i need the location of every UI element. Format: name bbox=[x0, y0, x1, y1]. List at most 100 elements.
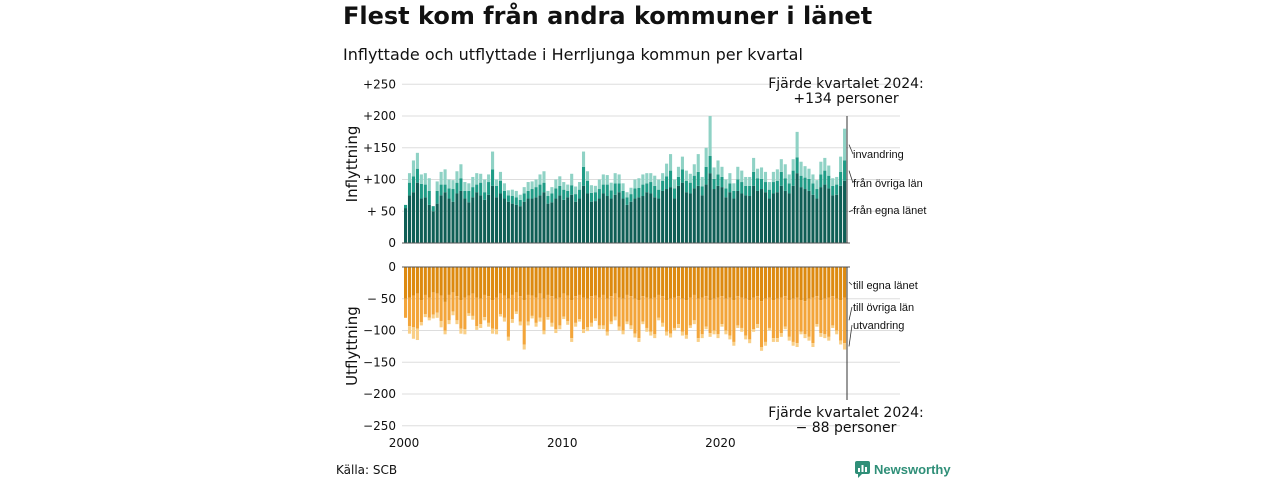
y-tick-label: +150 bbox=[363, 141, 396, 155]
bar-segment bbox=[419, 300, 423, 323]
bar-segment bbox=[787, 267, 791, 301]
bar-segment bbox=[708, 300, 712, 334]
bar-segment bbox=[787, 193, 791, 243]
bar-segment bbox=[803, 301, 807, 335]
bar-segment bbox=[676, 324, 681, 328]
bar-segment bbox=[787, 183, 791, 194]
bar-segment bbox=[455, 267, 459, 297]
bar-segment bbox=[601, 193, 605, 243]
bar-segment bbox=[581, 329, 586, 334]
bar-segment bbox=[475, 297, 479, 327]
bar-segment bbox=[704, 166, 708, 185]
bar-segment bbox=[732, 183, 736, 191]
bar-segment bbox=[621, 267, 625, 299]
bar-segment bbox=[625, 321, 629, 325]
bar-segment bbox=[431, 206, 435, 212]
bar-segment bbox=[684, 192, 688, 243]
bar-segment bbox=[455, 193, 459, 243]
bar-segment bbox=[759, 267, 764, 302]
bar-chart-icon bbox=[855, 461, 870, 478]
bar-segment bbox=[637, 267, 641, 301]
bar-segment bbox=[637, 197, 641, 243]
bar-segment bbox=[574, 267, 578, 297]
bar-segment bbox=[728, 335, 732, 340]
bar-segment bbox=[605, 196, 609, 243]
bar-segment bbox=[617, 326, 621, 331]
bar-segment bbox=[534, 179, 538, 188]
bar-segment bbox=[692, 175, 696, 189]
bar-segment bbox=[407, 173, 412, 183]
bar-segment bbox=[589, 322, 593, 327]
bar-segment bbox=[514, 190, 518, 198]
bar-segment bbox=[574, 201, 578, 243]
bar-segment bbox=[756, 296, 760, 325]
bar-segment bbox=[839, 171, 843, 186]
bar-segment bbox=[518, 199, 522, 207]
bar-segment bbox=[574, 296, 578, 323]
bar-segment bbox=[767, 267, 771, 298]
bar-segment bbox=[633, 267, 637, 299]
bar-segment bbox=[835, 194, 839, 243]
bar-segment bbox=[819, 174, 823, 188]
bar-segment bbox=[621, 190, 625, 199]
bar-segment bbox=[669, 333, 673, 338]
bar-segment bbox=[759, 167, 764, 179]
bar-segment bbox=[779, 159, 783, 172]
bar-segment bbox=[609, 190, 613, 199]
bar-segment bbox=[744, 195, 748, 244]
bar-segment bbox=[538, 317, 542, 322]
bar-segment bbox=[708, 333, 712, 337]
bar-segment bbox=[676, 166, 681, 177]
bar-segment bbox=[526, 267, 530, 295]
bar-segment bbox=[835, 298, 839, 331]
bar-segment bbox=[558, 195, 562, 244]
bar-segment bbox=[748, 339, 752, 344]
bar-segment bbox=[562, 189, 566, 200]
bar-segment bbox=[724, 330, 728, 335]
bar-segment bbox=[435, 293, 439, 313]
bar-segment bbox=[558, 185, 562, 196]
bar-segment bbox=[736, 179, 740, 191]
bar-segment bbox=[748, 267, 752, 301]
bar-segment bbox=[653, 297, 657, 335]
bar-segment bbox=[795, 343, 799, 348]
brand-logo: Newsworthy bbox=[855, 461, 951, 478]
bar-segment bbox=[827, 297, 831, 337]
bar-segment bbox=[799, 331, 803, 335]
bar-segment bbox=[669, 267, 673, 299]
bar-segment bbox=[427, 297, 431, 318]
bar-segment bbox=[645, 297, 649, 328]
bar-segment bbox=[771, 300, 775, 339]
bar-segment bbox=[827, 336, 831, 341]
bar-segment bbox=[669, 298, 673, 334]
bar-segment bbox=[795, 157, 799, 174]
bar-segment bbox=[835, 176, 839, 185]
bar-segment bbox=[407, 267, 412, 298]
bar-segment bbox=[502, 190, 506, 199]
bar-segment bbox=[708, 156, 712, 174]
bar-segment bbox=[459, 178, 463, 191]
bar-segment bbox=[494, 185, 499, 198]
bar-segment bbox=[597, 198, 601, 243]
bar-segment bbox=[625, 294, 629, 322]
bar-segment bbox=[669, 187, 673, 243]
series-label: till övriga län bbox=[853, 302, 914, 314]
bar-segment bbox=[502, 183, 506, 191]
bar-segment bbox=[672, 267, 677, 298]
bar-segment bbox=[467, 313, 471, 316]
bar-segment bbox=[803, 177, 807, 190]
bar-segment bbox=[672, 179, 677, 189]
bar-segment bbox=[811, 194, 815, 243]
bar-segment bbox=[661, 322, 665, 327]
bar-segment bbox=[570, 300, 574, 339]
bar-segment bbox=[510, 319, 514, 323]
bar-segment bbox=[815, 198, 819, 243]
label-leader bbox=[848, 306, 853, 321]
bar-segment bbox=[815, 324, 819, 327]
bar-segment bbox=[787, 336, 791, 341]
bar-segment bbox=[704, 326, 708, 330]
bar-segment bbox=[791, 298, 795, 342]
bar-segment bbox=[605, 267, 609, 299]
bar-segment bbox=[601, 267, 605, 295]
